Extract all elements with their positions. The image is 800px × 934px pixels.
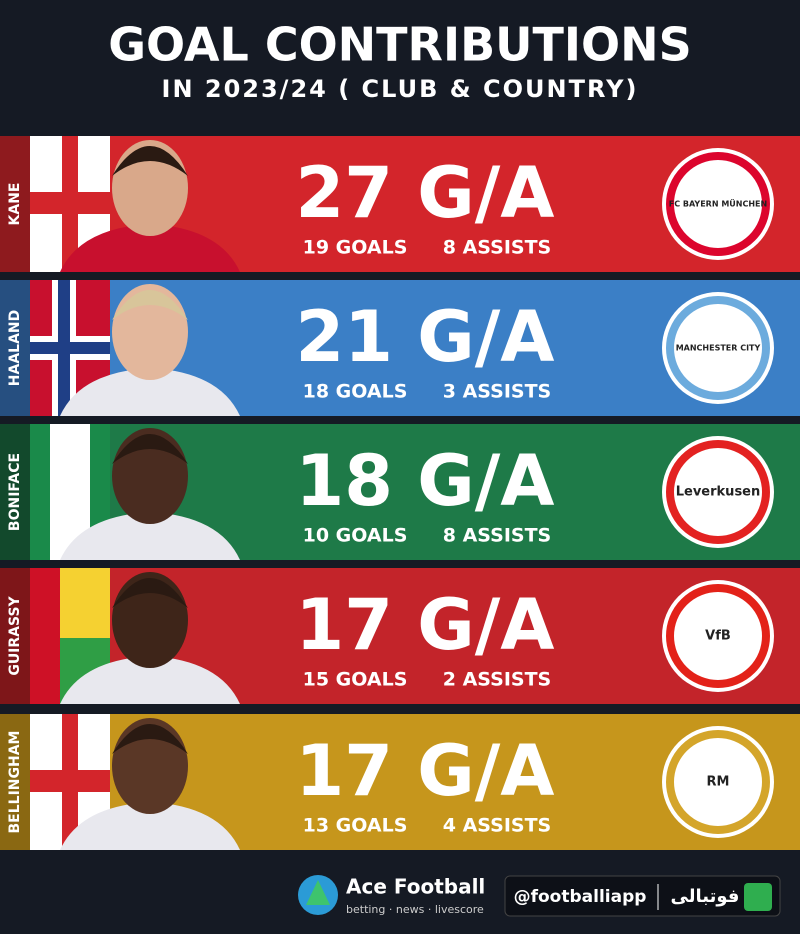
name-strip (0, 714, 30, 850)
handle: @footballiapp (514, 887, 647, 907)
flag-part (30, 342, 110, 354)
club-badge-ring (666, 152, 770, 256)
name-strip (0, 136, 30, 272)
name-strip (0, 568, 30, 704)
goal-contributions: 21 G/A (296, 296, 555, 378)
goals: 19 GOALS (303, 237, 408, 259)
footer: Ace Football betting · news · livescore … (298, 875, 781, 917)
assists: 3 ASSISTS (443, 381, 551, 403)
player-shoulders (60, 368, 240, 416)
assists: 4 ASSISTS (443, 815, 551, 837)
goals: 13 GOALS (303, 815, 408, 837)
handle-box (504, 875, 781, 917)
club-badge-text: FC BAYERN MÜNCHEN (669, 199, 767, 209)
club-badge (662, 580, 774, 692)
subtitle: IN 2023/24 ( CLUB & COUNTRY) (162, 75, 639, 103)
app-icon (744, 883, 772, 911)
app-name: فوتبالی (671, 886, 740, 907)
goals: 18 GOALS (303, 381, 408, 403)
club-badge (662, 436, 774, 548)
player-shoulders (60, 512, 240, 560)
player-name: BONIFACE (7, 453, 23, 531)
brand-tagline: betting · news · livescore (346, 903, 484, 916)
club-badge-text: MANCHESTER CITY (676, 344, 761, 353)
club-badge-ring (666, 584, 770, 688)
player-name: BELLINGHAM (7, 731, 23, 834)
name-strip (0, 424, 30, 560)
club-badge-text: Leverkusen (676, 485, 761, 500)
player-hair (112, 146, 188, 176)
flag-part (30, 192, 110, 214)
goal-contributions: 17 G/A (296, 584, 555, 666)
player-shoulders (60, 802, 240, 850)
player-row: HAALAND 21 G/A 18 GOALS 3 ASSISTS MANCHESTER… (0, 280, 800, 416)
club-badge-text: VfB (705, 629, 731, 644)
player-shoulders (60, 656, 240, 704)
player-hair (112, 724, 188, 754)
club-badge (662, 292, 774, 404)
flag-part (30, 568, 60, 704)
brand-name: Ace Football (346, 875, 485, 899)
brand-logo-mark (306, 880, 330, 905)
assists: 2 ASSISTS (443, 669, 551, 691)
title: GOAL CONTRIBUTIONS (108, 18, 691, 72)
name-strip (0, 280, 30, 416)
club-badge-ring (666, 440, 770, 544)
player-hair (112, 434, 188, 464)
assists: 8 ASSISTS (443, 525, 551, 547)
player-hair (112, 290, 188, 320)
player-name: KANE (7, 183, 23, 226)
goal-contributions: 17 G/A (296, 730, 555, 812)
assists: 8 ASSISTS (443, 237, 551, 259)
club-badge (662, 726, 774, 838)
player-shoulders (60, 224, 240, 272)
club-badge (662, 148, 774, 260)
player-name: GUIRASSY (7, 595, 23, 675)
player-hair (112, 578, 188, 608)
player-row: BONIFACE 18 G/A 10 GOALS 8 ASSISTS Leverkuse… (0, 424, 800, 560)
goals: 15 GOALS (303, 669, 408, 691)
club-badge-ring (666, 730, 770, 834)
goal-contributions: 27 G/A (296, 152, 555, 234)
goal-contributions: 18 G/A (296, 440, 555, 522)
club-badge-ring (666, 296, 770, 400)
player-row: BELLINGHAM 17 G/A 13 GOALS 4 ASSISTS RM (0, 714, 800, 850)
goals: 10 GOALS (303, 525, 408, 547)
club-badge-text: RM (707, 775, 730, 790)
player-name: HAALAND (7, 310, 23, 386)
player-row: GUIRASSY 17 G/A 15 GOALS 2 ASSISTS VfB (0, 568, 800, 704)
player-row: KANE 27 G/A 19 GOALS 8 ASSISTS FC BAYERN MÜN… (0, 136, 800, 272)
flag-part (30, 770, 110, 792)
